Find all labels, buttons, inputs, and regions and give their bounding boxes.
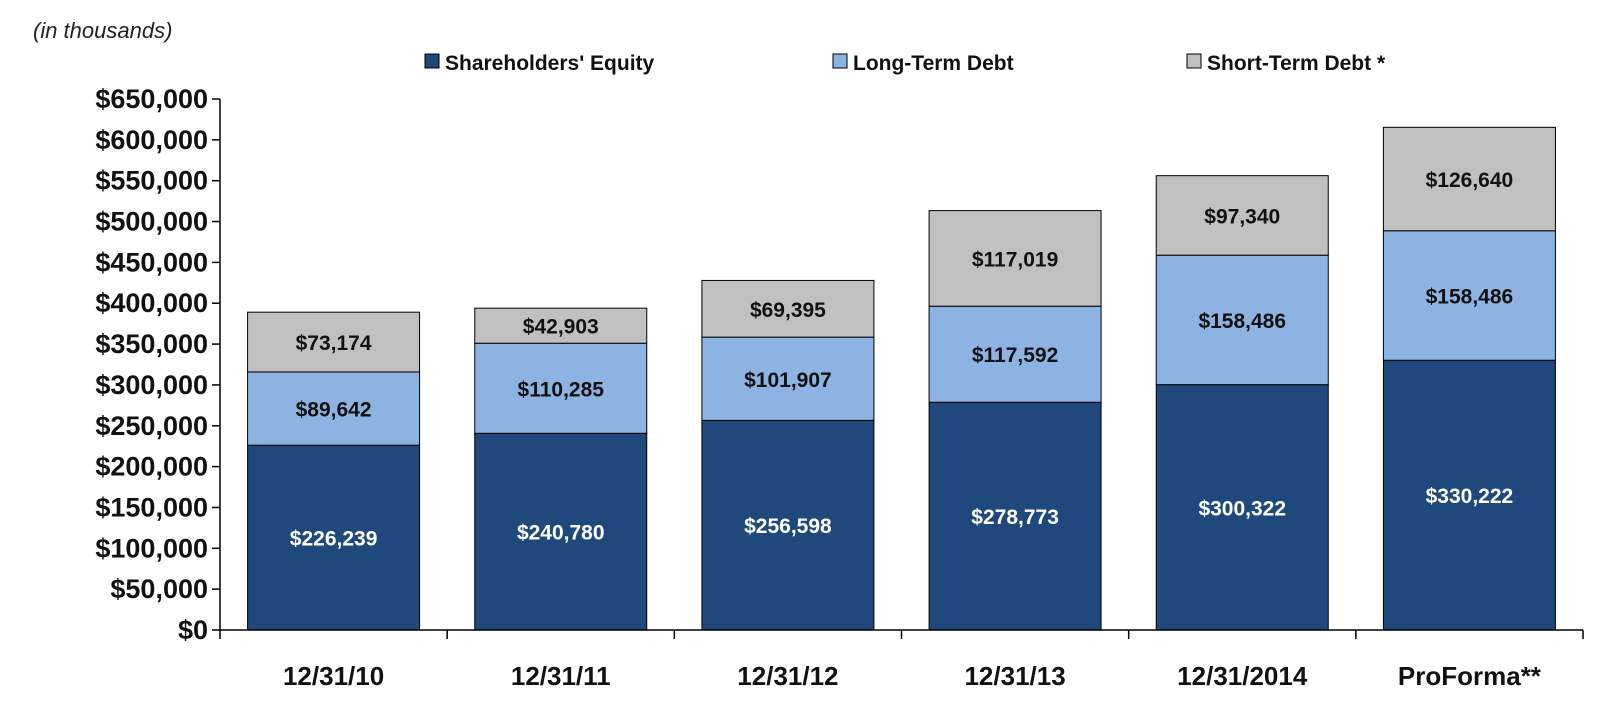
y-tick-label: $200,000 [95,452,208,482]
data-label-long_term_debt: $110,285 [518,378,605,401]
legend: Shareholders' Equity Long-Term Debt Short-… [424,52,1386,75]
x-tick-label: 12/31/11 [511,661,611,691]
legend-label-short_term_debt: Short-Term Debt * [1207,52,1386,75]
data-label-long_term_debt: $117,592 [972,344,1058,367]
bar-segment-long_term_debt [1382,230,1556,361]
bar-segment-long_term_debt [928,305,1102,403]
bar-segment-equity [1155,384,1329,631]
legend-label-equity: Shareholders' Equity [445,52,655,75]
bar-segment-short_term_debt [474,307,648,344]
unit-note: (in thousands) [33,18,172,43]
x-tick-label: ProForma** [1398,661,1542,691]
data-label-short_term_debt: $126,640 [1426,169,1514,192]
bar-segment-short_term_debt [1382,126,1556,232]
data-label-short_term_debt: $69,395 [750,299,826,322]
bar-segment-equity [928,401,1102,631]
y-tick-label: $450,000 [95,247,208,277]
data-label-long_term_debt: $89,642 [296,399,372,422]
y-tick-label: $50,000 [110,574,208,604]
data-label-long_term_debt: $158,486 [1198,310,1286,333]
data-label-short_term_debt: $42,903 [523,316,599,339]
bar-segment-short_term_debt [928,210,1102,307]
bar-segment-equity [247,444,421,631]
x-tick-label: 12/31/10 [283,661,384,691]
y-tick-label: $400,000 [95,288,208,318]
data-label-long_term_debt: $158,486 [1426,285,1514,308]
x-tick-label: 12/31/12 [737,661,838,691]
bar-segment-long_term_debt [247,371,421,446]
bar-segment-long_term_debt [1155,254,1329,386]
x-tick-label: 12/31/13 [964,661,1065,691]
data-label-equity: $240,780 [517,522,605,545]
bar-segment-short_term_debt [1155,175,1329,256]
data-label-long_term_debt: $101,907 [744,369,832,392]
legend-swatch-long_term_debt [832,53,848,69]
data-label-short_term_debt: $73,174 [296,332,372,355]
y-tick-label: $300,000 [95,370,208,400]
data-label-equity: $330,222 [1426,485,1514,508]
data-label-short_term_debt: $97,340 [1204,205,1280,228]
bar-segment-equity [1382,359,1556,631]
y-tick-label: $600,000 [95,125,208,155]
y-tick-label: $150,000 [95,492,208,522]
x-axis: 12/31/10 12/31/11 12/31/12 12/31/13 12/31/20… [219,629,1584,691]
data-label-short_term_debt: $117,019 [972,248,1058,271]
x-tick-label: 12/31/2014 [1177,661,1308,691]
y-axis: $0 $50,000 $100,000 $150,000 $200,000 $250,00… [95,84,221,645]
y-tick-label: $0 [178,615,208,645]
y-tick-label: $250,000 [95,411,208,441]
legend-swatch-equity [424,53,440,69]
bar-segment-long_term_debt [701,336,875,421]
data-label-equity: $278,773 [971,506,1059,529]
y-tick-label: $650,000 [95,84,208,114]
legend-swatch-short_term_debt [1186,53,1202,69]
y-tick-label: $550,000 [95,166,208,196]
bar-segment-long_term_debt [474,342,648,434]
bar-segment-short_term_debt [247,311,421,373]
bar-segment-short_term_debt [701,279,875,338]
y-tick-label: $500,000 [95,207,208,237]
y-tick-label: $350,000 [95,329,208,359]
bars: $226,239 $89,642 $73,174 $240,780 $110,285 $4… [247,126,1556,631]
legend-label-long_term_debt: Long-Term Debt [853,52,1014,75]
data-label-equity: $226,239 [290,528,378,551]
bar-segment-equity [474,432,648,631]
y-tick-label: $100,000 [95,533,208,563]
data-label-equity: $256,598 [744,515,832,538]
data-label-equity: $300,322 [1198,497,1286,520]
